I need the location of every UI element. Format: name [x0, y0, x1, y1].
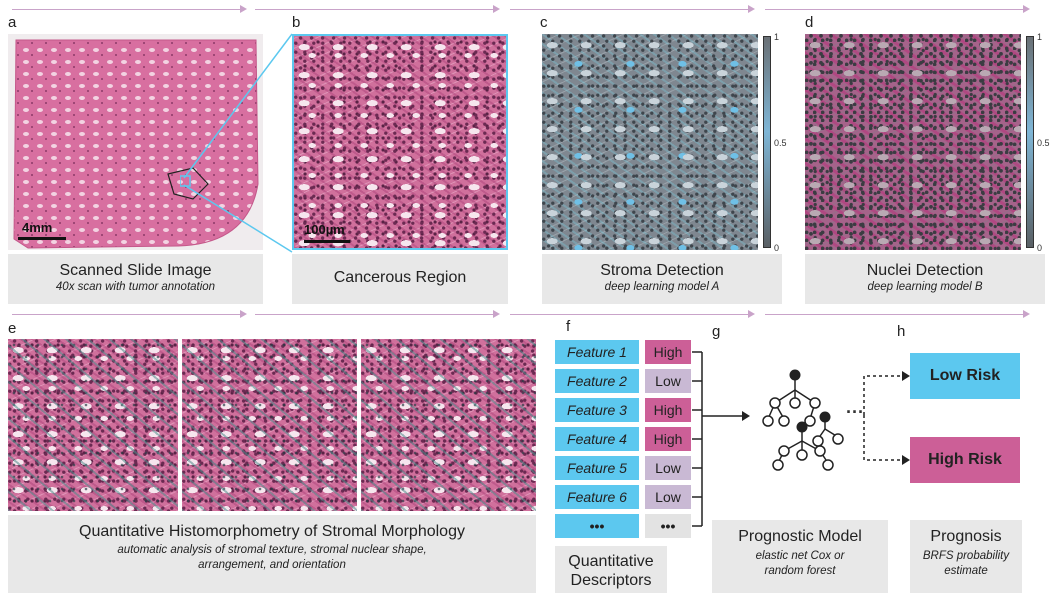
- panel-a-letter: a: [8, 14, 17, 31]
- model-continuation-dots: ···: [846, 402, 864, 422]
- high-risk-box: High Risk: [910, 437, 1020, 483]
- panel-c-label: Stroma Detection deep learning model A: [542, 254, 782, 304]
- panel-c-subtitle: deep learning model A: [604, 281, 720, 293]
- nuclei-colorbar-min: 0: [1037, 243, 1043, 253]
- panel-d-subtitle: deep learning model B: [867, 281, 983, 293]
- zoom-connector: [180, 33, 293, 253]
- stroma-colorbar-max: 1: [774, 32, 780, 42]
- region-scalebar: [304, 240, 350, 243]
- panel-e-subtitle-line1: automatic analysis of stromal texture, s…: [117, 544, 427, 556]
- low-risk-box: Low Risk: [910, 353, 1020, 399]
- feature-value: High: [645, 340, 691, 364]
- slide-image-frame: 4mm: [8, 34, 263, 250]
- panel-b-title: Cancerous Region: [333, 269, 467, 286]
- slide-scalebar-label: 4mm: [22, 220, 53, 235]
- histomorphometry-image-texture: [8, 339, 178, 511]
- panel-b-letter: b: [292, 14, 301, 31]
- feature-value: Low: [645, 369, 691, 393]
- nuclei-colorbar: [1026, 36, 1034, 248]
- panel-c-letter: c: [540, 14, 548, 31]
- stroma-detection-image: [542, 34, 758, 250]
- nuclei-colorbar-mid: 0.5: [1037, 138, 1050, 148]
- panel-f-title-line1: Quantitative: [568, 553, 654, 570]
- random-forest-tree-icon: [762, 369, 844, 471]
- slide-scalebar: [18, 237, 66, 240]
- panel-f-label: Quantitative Descriptors: [555, 546, 667, 593]
- panel-e-title: Quantitative Histomorphometry of Stromal…: [79, 523, 465, 540]
- stroma-colorbar-mid: 0.5: [774, 138, 787, 148]
- feature-value-ellipsis: •••: [645, 514, 691, 538]
- feature-value: High: [645, 427, 691, 451]
- stroma-colorbar-min: 0: [774, 243, 780, 253]
- stroma-colorbar: [763, 36, 771, 248]
- nuclei-colorbar-max: 1: [1037, 32, 1043, 42]
- panel-a-subtitle: 40x scan with tumor annotation: [55, 281, 216, 293]
- panel-g-label: Prognostic Model elastic net Cox or rand…: [712, 520, 888, 593]
- region-scalebar-label: 100µm: [304, 222, 345, 237]
- panel-b-label: Cancerous Region: [292, 254, 508, 304]
- feature-name: Feature 4: [555, 427, 639, 451]
- panel-h-label: Prognosis BRFS probability estimate: [910, 520, 1022, 593]
- panel-d-title: Nuclei Detection: [866, 262, 984, 279]
- panel-a-title: Scanned Slide Image: [59, 262, 212, 279]
- feature-name: Feature 1: [555, 340, 639, 364]
- feature-name: Feature 5: [555, 456, 639, 480]
- feature-value: High: [645, 398, 691, 422]
- panel-g-subtitle-line2: random forest: [764, 565, 836, 577]
- feature-name: Feature 6: [555, 485, 639, 509]
- feature-name: Feature 3: [555, 398, 639, 422]
- panel-e-subtitle-line2: arrangement, and orientation: [198, 559, 346, 571]
- panel-e-letter: e: [8, 320, 17, 337]
- panel-c-title: Stroma Detection: [600, 262, 724, 279]
- feature-name: Feature 2: [555, 369, 639, 393]
- panel-h-letter: h: [897, 323, 906, 340]
- panel-d-label: Nuclei Detection deep learning model B: [805, 254, 1045, 304]
- feature-bracket-arrow: [692, 351, 750, 527]
- panel-g-title: Prognostic Model: [738, 528, 862, 545]
- panel-d-letter: d: [805, 14, 814, 31]
- cancerous-region-image: 100µm: [292, 34, 508, 250]
- panel-a-label: Scanned Slide Image 40x scan with tumor …: [8, 254, 263, 304]
- feature-name-ellipsis: •••: [555, 514, 639, 538]
- panel-h-title: Prognosis: [930, 528, 1002, 545]
- histomorphometry-image-orientation: [361, 339, 536, 511]
- feature-value: Low: [645, 485, 691, 509]
- histomorphometry-image-nuclear-shape: [182, 339, 357, 511]
- whole-slide-image: [13, 39, 259, 249]
- panel-h-subtitle-line1: BRFS probability: [922, 550, 1010, 562]
- panel-g-letter: g: [712, 323, 721, 340]
- panel-g-subtitle-line1: elastic net Cox or: [755, 550, 845, 562]
- nuclei-detection-image: [805, 34, 1021, 250]
- panel-h-subtitle-line2: estimate: [944, 565, 988, 577]
- panel-e-label: Quantitative Histomorphometry of Stromal…: [8, 515, 536, 593]
- prognosis-dashed-arrows: [863, 371, 910, 465]
- feature-value: Low: [645, 456, 691, 480]
- panel-f-letter: f: [566, 318, 571, 335]
- panel-f-title-line2: Descriptors: [570, 572, 652, 589]
